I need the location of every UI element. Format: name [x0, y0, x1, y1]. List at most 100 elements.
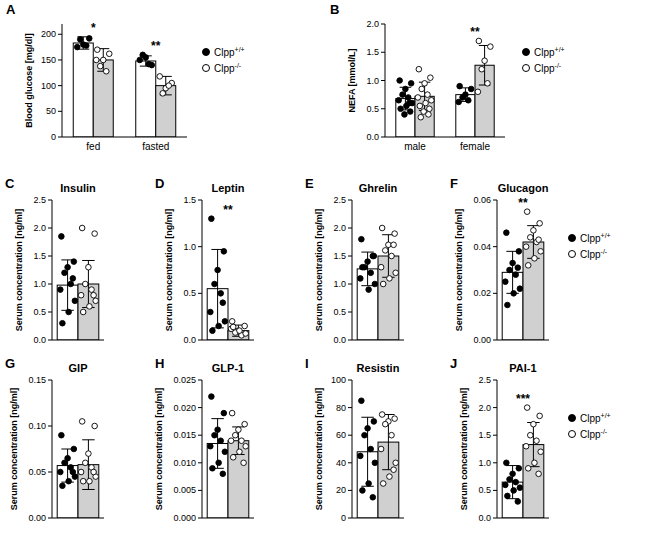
y-tick [348, 340, 352, 341]
point [415, 95, 421, 101]
point [382, 248, 388, 254]
y-tick [348, 462, 352, 463]
y-tick [381, 52, 385, 53]
bar [73, 43, 93, 137]
y-tick [198, 518, 202, 519]
point [505, 493, 511, 499]
y-axis-label: Serum concentration [ng/ml] [459, 388, 469, 511]
error-bar [211, 249, 223, 327]
y-tick [48, 256, 52, 257]
point [60, 320, 66, 326]
y-tick [48, 426, 52, 427]
point [504, 230, 510, 236]
point [358, 276, 364, 282]
y-tick [198, 462, 202, 463]
point [422, 81, 428, 87]
point [531, 421, 537, 427]
point [380, 281, 386, 287]
point [103, 68, 109, 74]
point [537, 221, 543, 227]
point [106, 51, 112, 57]
point [89, 287, 95, 293]
error-bar [361, 417, 373, 486]
title: Ghrelin [359, 182, 398, 194]
point [58, 287, 64, 293]
y-tick [48, 284, 52, 285]
y-tick [493, 200, 497, 201]
panel-label: G [5, 356, 15, 371]
point [482, 58, 488, 64]
point [517, 286, 523, 292]
point [80, 478, 86, 484]
title: GIP [69, 362, 88, 374]
point [505, 302, 511, 308]
point [230, 324, 236, 330]
point [527, 235, 533, 241]
point [97, 63, 103, 69]
point [222, 449, 228, 455]
y-tick-label: 0.5 [478, 485, 491, 495]
point [221, 410, 227, 416]
x-tick-label: female [460, 141, 490, 152]
y-tick-label: 2.5 [478, 375, 491, 385]
point [94, 47, 100, 53]
point [368, 270, 374, 276]
x-axis [352, 340, 404, 341]
marks [57, 225, 99, 340]
error-bar [479, 45, 491, 85]
point [243, 443, 249, 449]
y-tick [48, 312, 52, 313]
point [160, 91, 166, 97]
legend: Clpp+/+Clpp-/- [523, 46, 565, 74]
y-tick [381, 137, 385, 138]
y-tick [348, 200, 352, 201]
y-tick-label: 50 [46, 106, 56, 116]
panel-label: I [305, 356, 309, 371]
point [86, 264, 92, 270]
y-tick [381, 108, 385, 109]
point [403, 86, 409, 92]
y-tick [493, 435, 497, 436]
y-tick-label: 0.02 [473, 288, 491, 298]
y-tick [48, 228, 52, 229]
y-tick [348, 435, 352, 436]
legend-marker [569, 251, 576, 258]
legend-marker [569, 235, 576, 242]
point [220, 300, 226, 306]
y-tick-label: 0.020 [173, 403, 196, 413]
y-tick-label: 0.04 [473, 242, 491, 252]
point [370, 253, 376, 259]
panel: 0.00.51.01.52.02.5Serum concentration [n… [305, 176, 404, 345]
y-tick [381, 24, 385, 25]
y-tick-label: 0.0 [366, 132, 379, 142]
x-axis [497, 518, 549, 519]
y-tick-label: 0.5 [333, 307, 346, 317]
y-axis [352, 200, 353, 340]
y-tick-label: 1.5 [366, 47, 379, 57]
point [137, 57, 143, 63]
point [237, 449, 243, 455]
point [503, 482, 509, 488]
y-tick-label: 0.00 [473, 335, 491, 345]
point [488, 44, 494, 50]
legend-marker [569, 431, 576, 438]
point [416, 66, 422, 72]
bar [415, 96, 434, 137]
point [74, 44, 80, 50]
error-cap [361, 417, 373, 418]
legend: Clpp+/+Clpp-/- [569, 232, 611, 260]
marks [502, 405, 544, 518]
point [406, 100, 412, 106]
y-tick [493, 407, 497, 408]
y-tick [48, 380, 52, 381]
panel: 0.00.51.01.52.02.5Serum concentration [n… [5, 176, 104, 345]
y-tick-label: 0.0 [478, 513, 491, 523]
point [538, 449, 544, 455]
bar [502, 482, 523, 518]
point [400, 92, 406, 98]
point [82, 460, 88, 466]
point [92, 423, 98, 429]
x-axis [352, 518, 404, 519]
y-axis-label: Blood glucose [mg/dl] [24, 33, 34, 128]
point [429, 97, 435, 103]
